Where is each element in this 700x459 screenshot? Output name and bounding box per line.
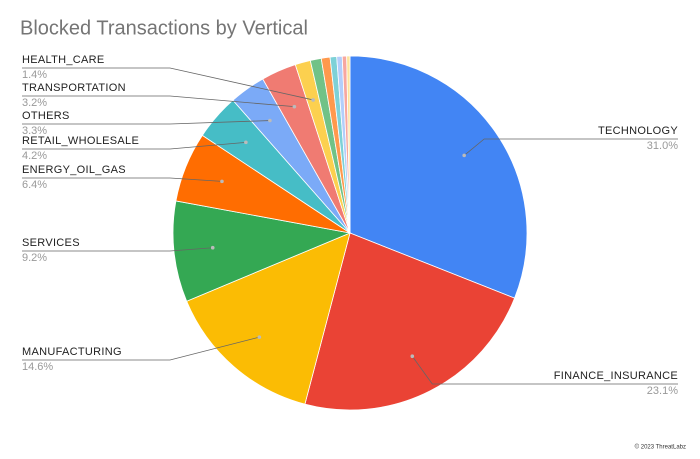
pie-slice [186, 232, 351, 405]
slice-label: TECHNOLOGY [598, 125, 678, 137]
leader-line [411, 355, 678, 385]
leader-dot [292, 104, 297, 109]
slice-label: FINANCE_INSURANCE [554, 370, 678, 382]
slice-label: HEALTH_CARE [22, 54, 105, 66]
leader-dot [410, 354, 415, 359]
leader-line [22, 177, 222, 182]
slice-label: SERVICES [22, 237, 80, 249]
leader-dot [268, 118, 272, 123]
leader-line [22, 95, 295, 108]
slice-value-label: 1.4% [22, 69, 47, 81]
slice-value-label: 31.0% [647, 140, 678, 152]
slice-value-label: 14.6% [22, 361, 53, 373]
leader-line [22, 247, 213, 252]
leader-dot [311, 98, 315, 102]
pie-slice [172, 200, 352, 302]
leader-dot [210, 245, 215, 250]
slice-label: OTHERS [22, 110, 70, 122]
leader-dot [220, 179, 224, 184]
slice-value-label: 3.3% [22, 125, 47, 137]
slice-label: TRANSPORTATION [22, 82, 126, 94]
leader-line [22, 141, 246, 150]
slice-label: RETAIL_WHOLESALE [22, 135, 139, 147]
leader-dot [257, 335, 262, 339]
slice-label: ENERGY_OIL_GAS [22, 164, 126, 176]
leader-dot [462, 153, 466, 158]
leader-line [463, 138, 678, 156]
slice-value-label: 4.2% [22, 150, 47, 162]
footer: © 2023 ThreatLabz [635, 444, 686, 451]
slice-value-label: 9.2% [22, 252, 47, 264]
slice-label: MANUFACTURING [22, 346, 122, 358]
leader-dot [244, 140, 248, 145]
slice-value-label: 6.4% [22, 179, 47, 191]
pie-slice [349, 55, 528, 299]
leader-line [22, 120, 270, 125]
leader-line [22, 67, 314, 101]
pie-slice [304, 232, 516, 411]
chart-title: Blocked Transactions by Vertical [20, 17, 308, 39]
leader-line [22, 336, 260, 361]
pie-slice [346, 55, 351, 234]
slice-value-label: 3.2% [22, 97, 47, 109]
slice-value-label: 23.1% [647, 385, 678, 397]
